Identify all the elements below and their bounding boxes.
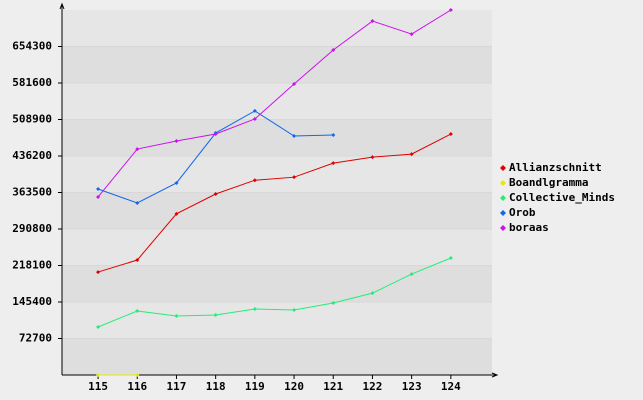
data-point [448,256,453,261]
data-point [174,180,179,185]
grid-band [62,338,492,375]
x-tick-label: 124 [441,380,461,393]
grid-band [62,46,492,83]
x-tick-label: 115 [88,380,108,393]
data-point [96,194,101,199]
grid-band [62,10,492,47]
data-point [135,308,140,313]
x-axis-arrow [491,372,499,378]
legend-label: Allianzschnitt [509,161,602,174]
y-tick-label: 436200 [12,149,52,162]
data-point [174,314,179,319]
x-tick-label: 119 [245,380,265,393]
data-point [370,291,375,296]
data-point [448,132,453,137]
y-tick-label: 145400 [12,295,52,308]
data-point [448,8,453,12]
data-point [135,200,140,205]
data-point [409,152,414,157]
data-point [135,258,140,263]
data-point [135,147,140,152]
y-tick-label: 508900 [12,113,52,126]
data-point [331,47,336,52]
series-line [97,257,452,328]
data-point [252,108,257,113]
grid-band [62,302,492,339]
legend-label: Boandlgramma [509,176,588,189]
data-point [370,19,375,24]
grid-band [62,83,492,120]
legend-marker [500,210,506,216]
legend-label: boraas [509,221,549,234]
legend-marker [500,180,506,186]
data-point [370,155,375,160]
grid-band [62,229,492,266]
y-tick-label: 290800 [12,222,52,235]
y-tick-label: 654300 [12,40,52,53]
data-point [331,301,336,306]
legend-label: Collective_Minds [509,191,615,204]
x-tick-label: 118 [206,380,226,393]
data-point [409,272,414,277]
data-point [96,325,101,330]
series-line [97,133,452,273]
data-point [292,134,297,139]
data-point [292,82,297,87]
data-point [252,306,257,311]
legend-marker [500,225,506,231]
data-point [174,211,179,216]
legend-marker [500,165,506,171]
legend-marker [500,195,506,201]
data-point [252,116,257,121]
data-point [409,32,414,37]
y-tick-label: 581600 [12,76,52,89]
data-point [213,313,218,318]
x-tick-label: 123 [402,380,422,393]
grid-band [62,265,492,302]
data-point [135,373,140,377]
data-point [292,175,297,180]
grid-band [62,192,492,229]
y-tick-label: 72700 [19,332,52,345]
x-tick-label: 116 [127,380,147,393]
data-point [174,139,179,144]
y-tick-label: 363500 [12,186,52,199]
data-point [213,132,218,137]
data-point [292,307,297,312]
series-line [97,9,452,198]
data-point [213,192,218,197]
x-tick-label: 117 [167,380,187,393]
x-tick-label: 120 [284,380,304,393]
y-tick-label: 218100 [12,259,52,272]
data-point [331,133,336,138]
grid-band [62,156,492,193]
data-point [252,178,257,183]
legend-label: Orob [509,206,536,219]
y-axis-arrow [59,2,65,10]
data-point [331,161,336,166]
data-point [96,270,101,275]
x-tick-label: 122 [363,380,383,393]
data-point [96,186,101,191]
data-point [96,373,101,377]
x-tick-label: 121 [323,380,343,393]
